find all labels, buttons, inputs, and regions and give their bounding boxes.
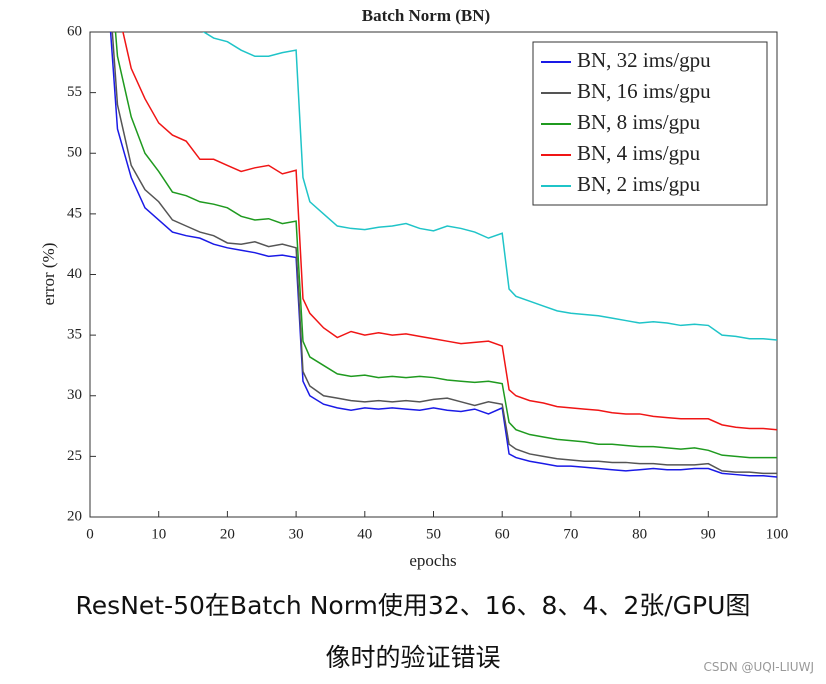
- x-axis-label: epochs: [409, 551, 456, 570]
- y-tick-label: 25: [67, 448, 82, 464]
- plot-lines: [109, 32, 777, 478]
- y-tick-label: 45: [67, 205, 82, 221]
- y-tick-label: 35: [67, 327, 82, 343]
- series-line: [122, 32, 777, 431]
- y-tick-label: 55: [67, 84, 82, 100]
- y-axis-label: error (%): [39, 243, 58, 306]
- y-tick-label: 30: [67, 387, 82, 403]
- x-tick-label: 50: [426, 526, 441, 542]
- y-tick-label: 40: [67, 266, 82, 282]
- x-tick-label: 60: [495, 526, 510, 542]
- x-tick-label: 40: [357, 526, 372, 542]
- y-tick-label: 60: [67, 23, 82, 39]
- y-tick-label: 50: [67, 145, 82, 161]
- series-line: [202, 32, 777, 341]
- x-tick-label: 10: [151, 526, 166, 542]
- x-tick-label: 0: [86, 526, 94, 542]
- chart-title: Batch Norm (BN): [362, 6, 490, 25]
- legend-label: BN, 32 ims/gpu: [577, 48, 711, 72]
- series-line: [114, 32, 777, 459]
- caption-line: 像时的验证错误: [325, 643, 501, 672]
- legend-label: BN, 2 ims/gpu: [577, 172, 701, 196]
- legend-label: BN, 8 ims/gpu: [577, 110, 701, 134]
- legend-box: [532, 41, 768, 206]
- x-tick-label: 100: [766, 526, 789, 542]
- watermark: CSDN @UQI-LIUWJ: [703, 660, 814, 674]
- series-line: [109, 32, 777, 478]
- y-tick-label: 20: [67, 508, 82, 524]
- chart: Batch Norm (BN) epochs error (%) 0 10 20 30…: [39, 6, 789, 570]
- caption-line: ResNet-50在Batch Norm使用32、16、8、4、2张/GPU图: [75, 591, 751, 620]
- legend-label: BN, 16 ims/gpu: [577, 79, 711, 103]
- x-tick-label: 90: [701, 526, 716, 542]
- x-tick-label: 30: [289, 526, 304, 542]
- x-tick-label: 80: [632, 526, 647, 542]
- legend-label: BN, 4 ims/gpu: [577, 141, 701, 165]
- x-tick-label: 70: [563, 526, 578, 542]
- series-line: [111, 32, 777, 475]
- x-tick-label: 20: [220, 526, 235, 542]
